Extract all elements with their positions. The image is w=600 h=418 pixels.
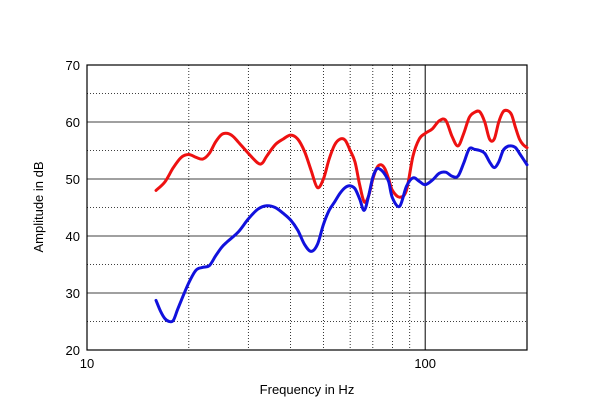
y-tick-label: 70: [66, 58, 80, 73]
x-tick-label: 100: [414, 356, 436, 371]
plot-frame: [86, 64, 528, 351]
y-tick-label: 50: [66, 172, 80, 187]
x-axis-label: Frequency in Hz: [260, 382, 355, 397]
y-tick-label: 60: [66, 115, 80, 130]
series-line-blue: [154, 144, 529, 324]
y-tick-label: 40: [66, 229, 80, 244]
y-tick-label: 30: [66, 286, 80, 301]
y-tick-label: 20: [66, 343, 80, 358]
grid: [87, 65, 527, 350]
x-tick-label: 10: [80, 356, 94, 371]
y-axis-label: Amplitude in dB: [31, 161, 46, 252]
series-line-red: [154, 108, 529, 204]
tick-labels: 20 30 40 50 60 70 10 100: [66, 58, 437, 371]
series-layer: [154, 108, 529, 324]
